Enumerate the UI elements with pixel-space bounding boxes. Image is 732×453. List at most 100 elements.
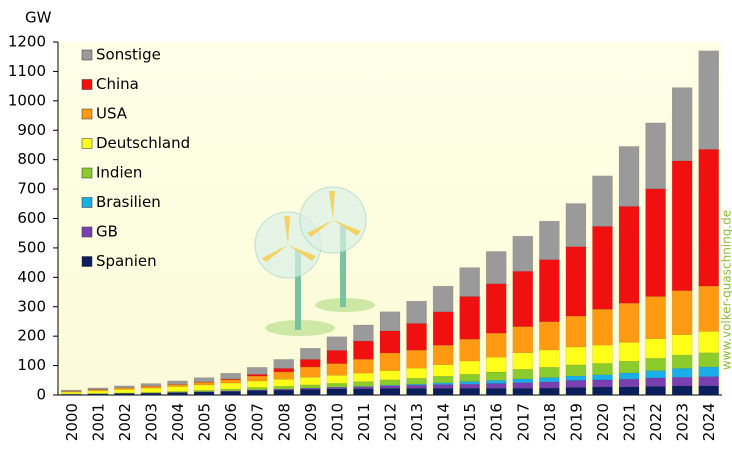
bar-segment [433,376,453,383]
bar-segment [274,386,294,389]
bar-segment [274,368,294,372]
y-axis-label: GW [25,9,52,27]
bar-segment [539,350,559,367]
x-tick-label: 2005 [196,403,214,441]
bar-segment [619,206,639,303]
bar-segment [646,371,666,378]
bar-segment [486,388,506,395]
bar-segment [433,345,453,364]
bar-segment [539,378,559,382]
y-tick-label: 1200 [8,33,46,51]
y-tick-label: 400 [17,268,46,286]
x-tick-label: 2004 [169,403,187,441]
x-tick-label: 2013 [408,403,426,441]
bar-segment [619,303,639,342]
y-tick-label: 100 [17,356,46,374]
bar-segment [672,355,692,368]
bar-segment [592,176,612,226]
bar-segment [407,368,427,378]
legend-label: Indien [96,164,142,182]
y-tick-label: 1100 [8,62,46,80]
legend-swatch [82,80,92,90]
y-tick-label: 800 [17,150,46,168]
bar-segment [433,286,453,312]
x-tick-label: 2002 [116,403,134,441]
x-tick-label: 2019 [567,403,585,441]
bar-segment [646,378,666,386]
bar-segment [460,268,480,297]
x-tick-label: 2007 [249,403,267,441]
bar-segment [513,271,533,326]
legend-label: China [96,75,139,93]
bar-segment [247,381,267,388]
bar-segment [221,373,241,379]
bar-segment [513,379,533,383]
bar-segment [699,353,719,367]
bar-segment [274,372,294,379]
bar-segment [672,386,692,395]
bar-segment [672,161,692,291]
legend-label: Spanien [96,252,157,270]
bar-segment [486,284,506,333]
bar-segment [327,364,347,376]
bar-segment [247,376,267,381]
bar-segment [327,383,347,387]
bar-segment [300,377,320,385]
bar-segment [247,388,267,390]
bar-segment [699,149,719,286]
legend-label: Brasilien [96,193,161,211]
bar-segment [380,312,400,331]
bar-segment [486,384,506,389]
bar-segment [646,386,666,395]
bar-segment [539,260,559,322]
bar-segment [274,379,294,386]
bar-segment [247,391,267,395]
bar-segment [380,386,400,388]
legend-swatch [82,50,92,60]
bar-segment [619,373,639,379]
y-tick-label: 1000 [8,91,46,109]
bar-segment [407,301,427,323]
x-tick-label: 2015 [461,403,479,441]
bar-segment [327,350,347,363]
bar-segment [353,387,373,389]
legend-label: GB [96,223,118,241]
bar-segment [699,51,719,149]
bar-segment [619,146,639,206]
bar-segment [486,372,506,380]
x-tick-label: 2018 [541,403,559,441]
bar-segment [460,374,480,381]
y-tick-label: 200 [17,327,46,345]
bar-segment [592,375,612,380]
bar-segment [486,333,506,357]
x-tick-label: 2010 [328,403,346,441]
bar-segment [168,381,188,384]
bar-segment [88,391,108,394]
bar-segment [300,348,320,359]
bar-segment [194,392,214,395]
bar-segment [566,347,586,365]
bar-segment [460,297,480,340]
bar-segment [407,378,427,384]
bar-segment [353,382,373,387]
bar-segment [460,384,480,388]
bar-segment [513,353,533,369]
bar-segment [699,377,719,386]
x-tick-label: 2012 [382,403,400,441]
bar-segment [460,339,480,361]
bar-segment [566,316,586,347]
x-tick-label: 2009 [302,403,320,441]
bar-segment [460,388,480,395]
bar-segment [539,367,559,377]
bar-segment [619,379,639,387]
bar-segment [539,382,559,388]
bar-segment [513,388,533,395]
bar-segment [513,236,533,271]
bar-segment [513,383,533,389]
bar-segment [327,375,347,383]
bar-segment [592,363,612,374]
bar-segment [221,380,241,383]
bar-segment [380,388,400,395]
bar-segment [566,365,586,376]
bar-segment [274,359,294,368]
